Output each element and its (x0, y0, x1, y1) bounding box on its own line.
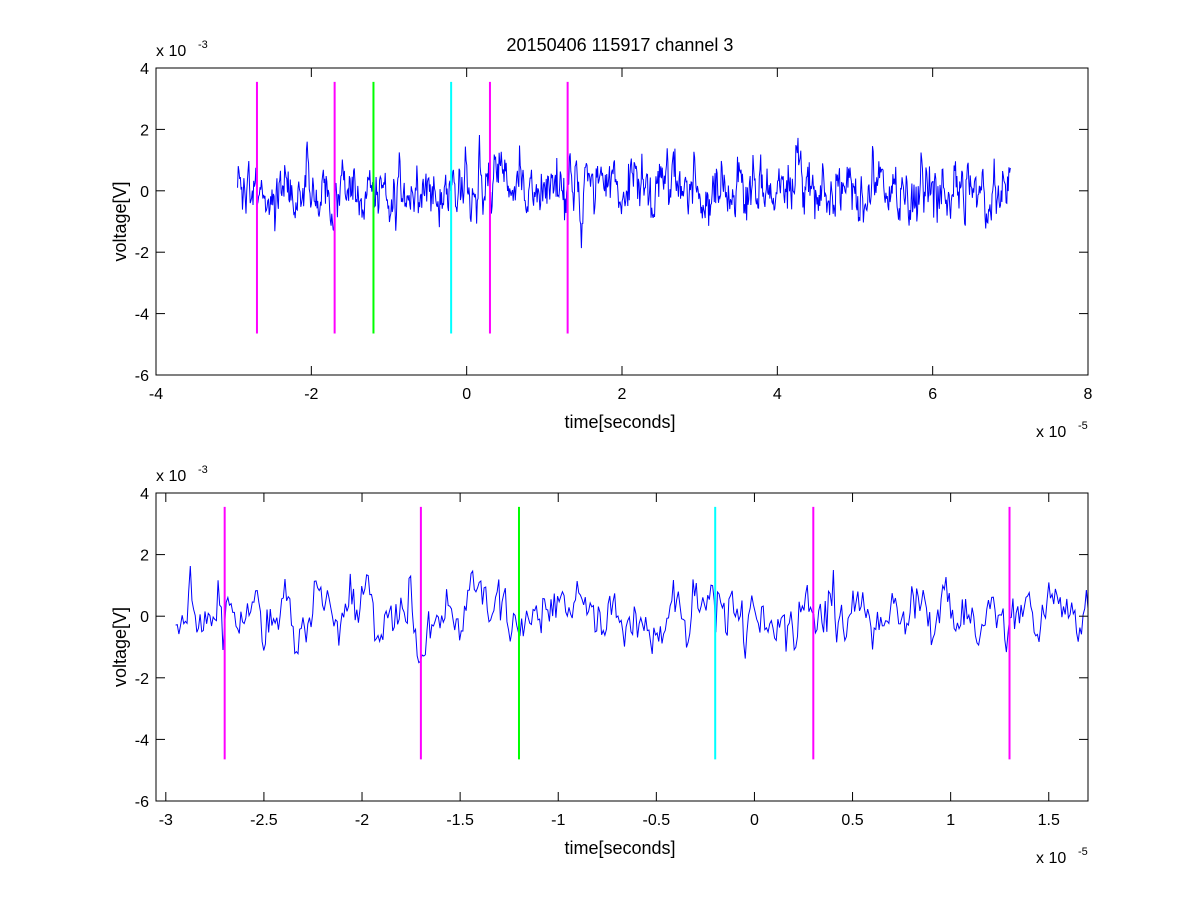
y-exponent-label: x 10 (156, 43, 186, 60)
y-tick-label: 0 (140, 184, 149, 201)
y-tick-label: -4 (135, 307, 149, 324)
subplot-2: -3 -2.5 -2 -1.5 -1 -0.5 0 0.5 1 1.5 -6 -4 -2 0 2 4 time[… (110, 464, 1089, 867)
x-tick-label: 1.5 (1038, 812, 1060, 829)
x-exponent-power: -5 (1078, 420, 1088, 432)
axes-box (155, 492, 1089, 802)
x-tick-label: -2 (355, 812, 369, 829)
y-axis-label: voltage[V] (110, 181, 130, 261)
signal-line (175, 565, 1088, 664)
y-tick-label: -4 (135, 732, 149, 749)
x-tick-label: -1.5 (446, 812, 474, 829)
x-exponent-power: -5 (1078, 846, 1088, 858)
x-tick-label: 6 (928, 386, 937, 403)
subplot-1: -4 -2 0 2 4 6 8-6-4-2024time[seconds]voltage[V… (110, 39, 1093, 441)
x-tick-label: -4 (149, 386, 163, 403)
x-tick-label: 0 (462, 386, 471, 403)
x-tick-label: 0.5 (841, 812, 863, 829)
x-axis-label: time[seconds] (564, 838, 675, 858)
y-tick-label: -6 (135, 794, 149, 811)
signal-line (237, 135, 1011, 249)
x-exponent-label: x 10 (1036, 850, 1066, 867)
x-tick-label: -1 (551, 812, 565, 829)
x-tick-label: -0.5 (643, 812, 671, 829)
y-tick-label: -6 (135, 368, 149, 385)
y-tick-label: 2 (140, 122, 149, 139)
y-tick-label: 0 (140, 609, 149, 626)
y-tick-label: 2 (140, 548, 149, 565)
y-exponent-power: -3 (198, 39, 208, 51)
x-tick-label: -2.5 (250, 812, 278, 829)
y-tick-label: 4 (140, 486, 149, 503)
axes-box (155, 67, 1089, 376)
x-tick-label: -2 (304, 386, 318, 403)
x-axis-label: time[seconds] (564, 412, 675, 432)
x-tick-label: 8 (1084, 386, 1093, 403)
y-axis-label: voltage[V] (110, 607, 130, 687)
y-tick-label: -2 (135, 671, 149, 688)
y-exponent-label: x 10 (156, 468, 186, 485)
figure-title: 20150406 115917 channel 3 (507, 35, 734, 55)
x-exponent-label: x 10 (1036, 424, 1066, 441)
x-tick-label: 1 (946, 812, 955, 829)
x-tick-label: -3 (159, 812, 173, 829)
y-tick-label: 4 (140, 61, 149, 78)
x-tick-label: 2 (618, 386, 627, 403)
y-tick-label: -2 (135, 245, 149, 262)
y-exponent-power: -3 (198, 464, 208, 476)
x-tick-label: 0 (750, 812, 759, 829)
x-tick-label: 4 (773, 386, 782, 403)
